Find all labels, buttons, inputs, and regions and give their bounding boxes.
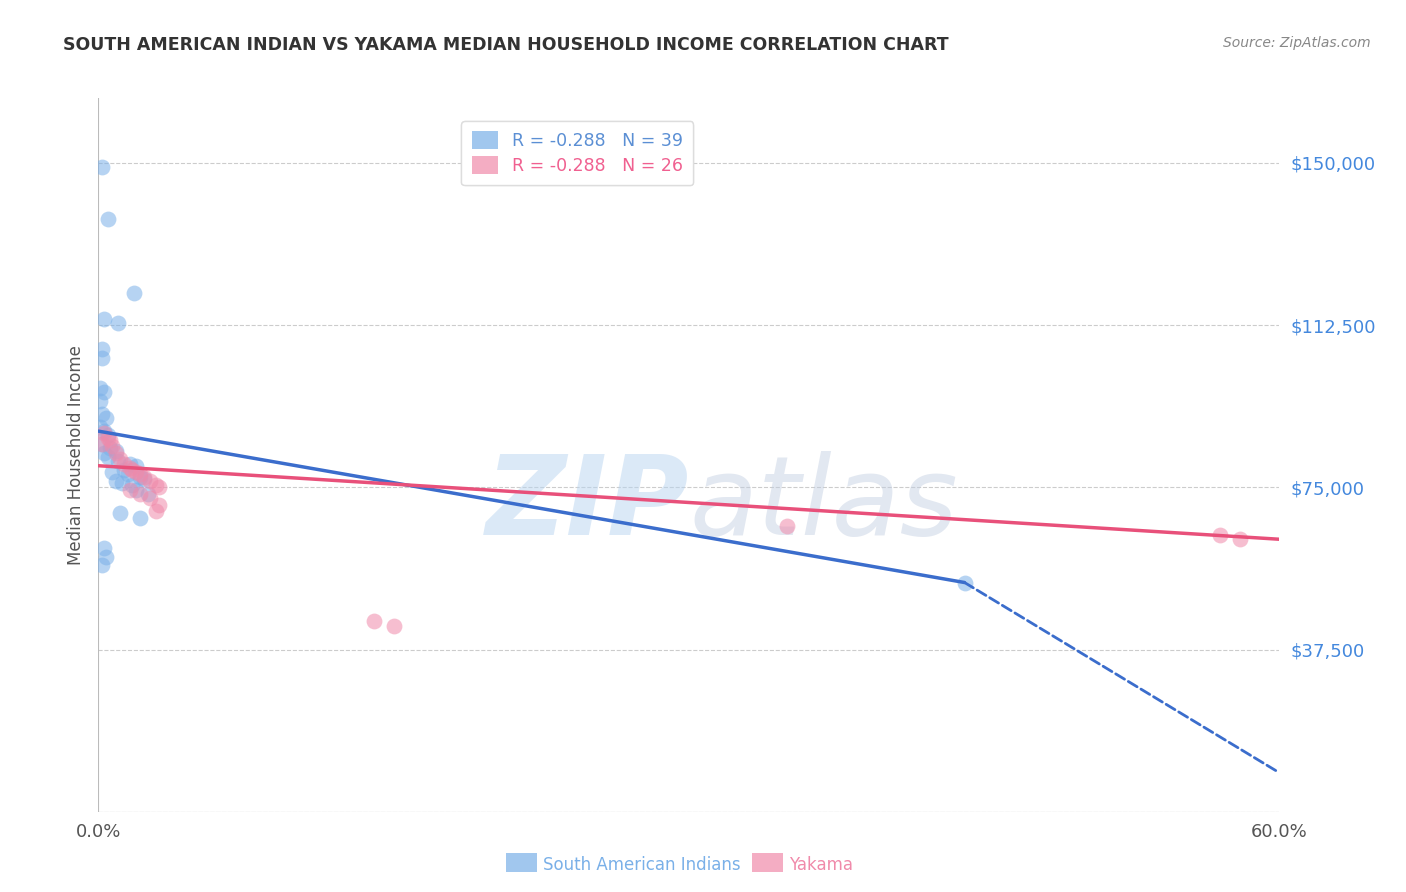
Point bbox=[953, 575, 976, 590]
Point bbox=[128, 510, 150, 524]
Point bbox=[105, 443, 128, 458]
Point bbox=[363, 615, 385, 629]
Point bbox=[1209, 528, 1232, 542]
Point bbox=[101, 465, 124, 479]
Point bbox=[91, 437, 114, 451]
Point bbox=[97, 212, 120, 227]
Y-axis label: Median Household Income: Median Household Income bbox=[66, 345, 84, 565]
Text: atlas: atlas bbox=[689, 451, 957, 558]
Point bbox=[107, 454, 129, 468]
Point bbox=[96, 411, 118, 425]
Point bbox=[382, 619, 405, 633]
Text: Yakama: Yakama bbox=[789, 856, 853, 874]
Point bbox=[91, 437, 114, 451]
Point bbox=[89, 381, 111, 395]
Point bbox=[93, 385, 115, 400]
Text: ZIP: ZIP bbox=[485, 451, 689, 558]
Point bbox=[91, 342, 114, 356]
Point bbox=[117, 467, 139, 482]
Point bbox=[776, 519, 799, 533]
Point bbox=[125, 458, 148, 473]
Text: South American Indians: South American Indians bbox=[543, 856, 741, 874]
Point bbox=[93, 311, 115, 326]
Point bbox=[132, 472, 155, 486]
Point bbox=[118, 461, 141, 475]
Point bbox=[108, 506, 131, 520]
Point bbox=[118, 457, 141, 471]
Point bbox=[108, 452, 131, 467]
Point bbox=[105, 446, 128, 460]
Point bbox=[125, 465, 148, 479]
Point bbox=[93, 426, 115, 441]
Point bbox=[101, 439, 124, 453]
Point bbox=[148, 480, 170, 494]
Point bbox=[132, 469, 155, 483]
Point bbox=[93, 424, 115, 438]
Point bbox=[98, 433, 121, 447]
Point bbox=[89, 393, 111, 408]
Point bbox=[98, 442, 121, 456]
Point bbox=[105, 474, 128, 488]
Point bbox=[96, 549, 118, 564]
Point bbox=[93, 446, 115, 460]
Point bbox=[93, 541, 115, 555]
Point bbox=[145, 504, 167, 518]
Text: SOUTH AMERICAN INDIAN VS YAKAMA MEDIAN HOUSEHOLD INCOME CORRELATION CHART: SOUTH AMERICAN INDIAN VS YAKAMA MEDIAN H… bbox=[63, 36, 949, 54]
Point bbox=[125, 483, 148, 497]
Point bbox=[128, 469, 150, 483]
Point bbox=[107, 316, 129, 330]
Point bbox=[128, 487, 150, 501]
Point bbox=[118, 483, 141, 497]
Point bbox=[145, 478, 167, 492]
Point bbox=[91, 161, 114, 175]
Point bbox=[1229, 533, 1251, 547]
Point bbox=[148, 498, 170, 512]
Point bbox=[121, 478, 143, 492]
Point bbox=[111, 476, 134, 491]
Point bbox=[97, 431, 120, 445]
Point bbox=[97, 428, 120, 442]
Point bbox=[138, 491, 160, 505]
Point bbox=[89, 419, 111, 434]
Point bbox=[91, 407, 114, 421]
Point bbox=[112, 457, 135, 471]
Legend: R = -0.288   N = 39, R = -0.288   N = 26: R = -0.288 N = 39, R = -0.288 N = 26 bbox=[461, 121, 693, 186]
Point bbox=[121, 463, 143, 477]
Point bbox=[136, 487, 159, 501]
Point bbox=[91, 558, 114, 573]
Point bbox=[122, 285, 145, 300]
Point bbox=[91, 351, 114, 365]
Point bbox=[97, 450, 120, 464]
Text: Source: ZipAtlas.com: Source: ZipAtlas.com bbox=[1223, 36, 1371, 50]
Point bbox=[112, 463, 135, 477]
Point bbox=[138, 474, 160, 488]
Point bbox=[128, 467, 150, 482]
